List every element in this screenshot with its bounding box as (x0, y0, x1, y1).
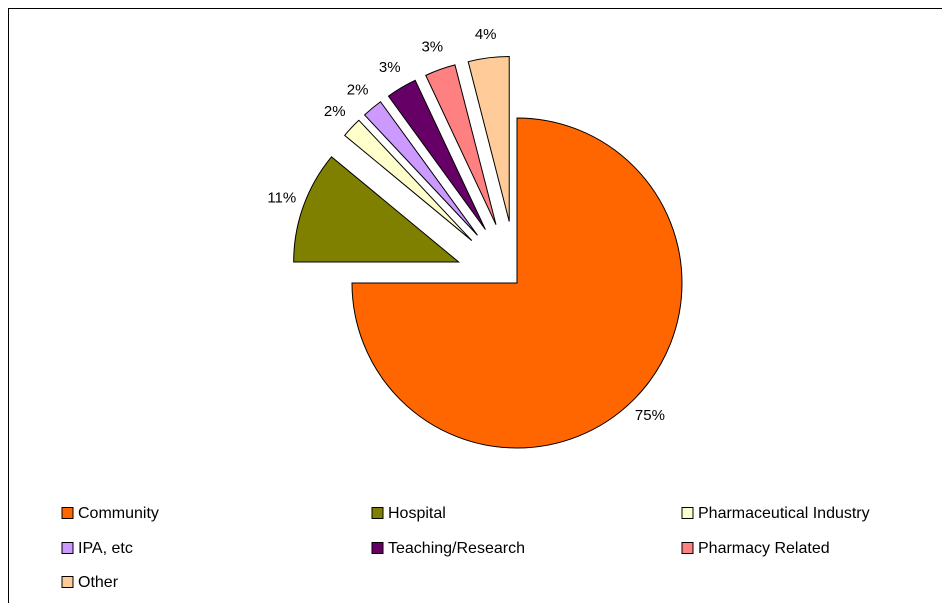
pie-slice (293, 156, 461, 263)
legend-label: Pharmacy Related (698, 540, 830, 557)
legend-swatch (61, 507, 74, 519)
data-label: 2% (347, 81, 369, 98)
legend-label: Teaching/Research (388, 540, 525, 557)
data-label: 2% (324, 103, 346, 120)
legend-label: IPA, etc (78, 540, 133, 557)
pie-slice (467, 55, 510, 222)
pie-slice (387, 79, 486, 230)
legend-swatch (681, 542, 694, 554)
pie-slice (363, 101, 478, 236)
legend-swatch (61, 576, 74, 588)
pie-slice (351, 117, 683, 449)
data-label: 4% (475, 26, 497, 43)
legend-label: Pharmaceutical Industry (698, 505, 870, 522)
data-label: 75% (635, 407, 665, 424)
legend-swatch (371, 542, 384, 554)
pie-slice (425, 64, 497, 225)
legend-swatch (681, 507, 694, 519)
legend-label: Other (78, 574, 119, 591)
legend-label: Community (78, 505, 159, 522)
legend-swatch (371, 507, 384, 519)
legend-label: Hospital (388, 505, 446, 522)
data-label: 3% (421, 39, 443, 56)
data-label: 11% (267, 189, 296, 206)
legend-swatch (61, 542, 74, 554)
pie-slice (343, 119, 473, 241)
data-label: 3% (379, 59, 401, 76)
